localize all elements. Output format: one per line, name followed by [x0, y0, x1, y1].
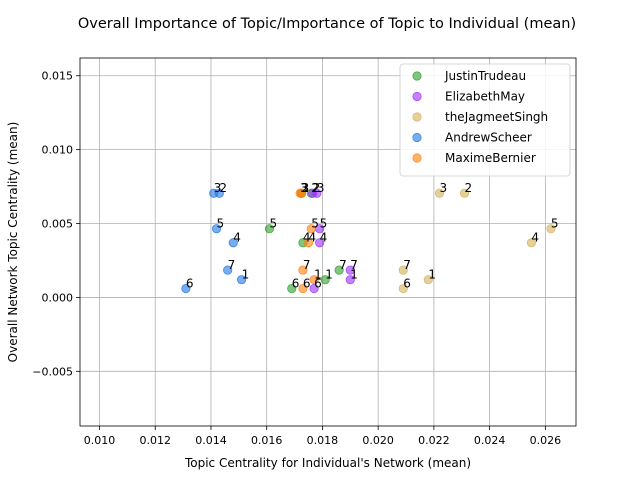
data-point [223, 265, 233, 275]
x-tick-label: 0.010 [84, 434, 116, 447]
x-tick-label: 0.014 [195, 434, 227, 447]
legend-marker [412, 153, 422, 163]
y-tick-label: 0.005 [42, 218, 74, 231]
data-point [309, 283, 319, 294]
data-point [298, 283, 308, 294]
point-label: 4 [308, 231, 316, 245]
legend-box [399, 63, 571, 177]
data-point [303, 238, 314, 248]
point-label: 1 [350, 268, 358, 282]
data-point [334, 265, 344, 275]
y-tick-label: 0.010 [42, 144, 74, 157]
point-label: 4 [233, 231, 241, 245]
point-label: 7 [339, 258, 347, 272]
legend-marker [412, 91, 422, 102]
legend-label: theJagmeetSingh [445, 110, 548, 124]
legend-label: MaximeBernier [445, 151, 536, 165]
data-point [345, 275, 355, 285]
data-point [237, 275, 247, 285]
y-axis-label: Overall Network Topic Centrality (mean) [6, 122, 20, 363]
point-label: 4 [531, 231, 539, 245]
point-label: 6 [403, 277, 411, 291]
x-tick-label: 0.026 [530, 434, 562, 447]
point-label: 5 [269, 217, 277, 231]
y-tick-label: 0.000 [42, 291, 74, 304]
data-point [315, 238, 325, 248]
data-point [526, 238, 537, 248]
data-point [434, 188, 445, 198]
point-label: 4 [320, 231, 328, 245]
data-point [308, 188, 318, 198]
point-label: 7 [303, 258, 311, 272]
data-point [320, 275, 330, 285]
y-tick-label: −0.005 [32, 365, 73, 378]
data-point [309, 275, 319, 285]
data-point [398, 283, 408, 294]
legend-marker [412, 71, 422, 81]
data-point [306, 224, 316, 234]
y-tick-label: 0.015 [42, 70, 74, 83]
legend-marker [412, 132, 422, 143]
data-point [546, 224, 556, 234]
point-label: 1 [314, 268, 322, 282]
point-label: 3 [302, 181, 310, 195]
x-tick-label: 0.024 [474, 434, 506, 447]
point-label: 7 [403, 258, 411, 272]
x-tick-label: 0.020 [362, 434, 394, 447]
point-label: 5 [311, 217, 319, 231]
x-tick-label: 0.018 [307, 434, 339, 447]
data-point [211, 224, 222, 234]
data-point [264, 224, 275, 234]
point-label: 1 [325, 268, 333, 282]
point-label: 4 [303, 231, 311, 245]
legend-label: JustinTrudeau [444, 69, 526, 83]
data-point [287, 283, 297, 294]
point-label: 2 [311, 181, 319, 195]
data-point [214, 188, 224, 198]
point-label: 6 [303, 277, 311, 291]
data-point [398, 265, 408, 275]
plot-frame [79, 57, 577, 427]
point-label: 2 [313, 181, 321, 195]
point-label: 5 [551, 217, 559, 231]
data-point [296, 188, 307, 198]
x-tick-label: 0.016 [251, 434, 283, 447]
point-label: 2 [219, 181, 227, 195]
data-points [181, 188, 556, 294]
point-label: 2 [302, 181, 310, 195]
axis-ticks: 0.010 0.012 0.014 0.016 0.018 0.020 0.022 0.024… [32, 70, 561, 447]
x-tick-label: 0.022 [418, 434, 450, 447]
legend-label: AndrewScheer [445, 131, 532, 145]
legend-label: ElizabethMay [445, 90, 525, 104]
point-label: 3 [317, 181, 325, 195]
data-point [459, 188, 470, 198]
point-label: 5 [217, 217, 225, 231]
point-label: 1 [242, 268, 250, 282]
data-point [298, 265, 308, 275]
point-label: 6 [292, 277, 300, 291]
x-axis-label: Topic Centrality for Individual's Networ… [184, 456, 471, 470]
data-point [345, 265, 355, 275]
point-label: 2 [465, 181, 473, 195]
legend-marker [412, 112, 422, 122]
point-label: 3 [214, 181, 222, 195]
chart-title: Overall Importance of Topic/Importance o… [78, 16, 576, 32]
point-label: 5 [320, 217, 328, 231]
legend: JustinTrudeau ElizabethMay theJagmeetSingh… [399, 63, 571, 177]
point-label: 7 [350, 258, 358, 272]
data-point [423, 275, 433, 285]
point-label: 3 [300, 181, 308, 195]
point-label: 6 [186, 277, 194, 291]
x-tick-label: 0.012 [139, 434, 171, 447]
data-point [181, 283, 191, 294]
point-label: 6 [314, 277, 322, 291]
point-label: 7 [228, 258, 236, 272]
point-label: 1 [428, 268, 436, 282]
data-point [228, 238, 238, 248]
point-label: 3 [439, 181, 447, 195]
